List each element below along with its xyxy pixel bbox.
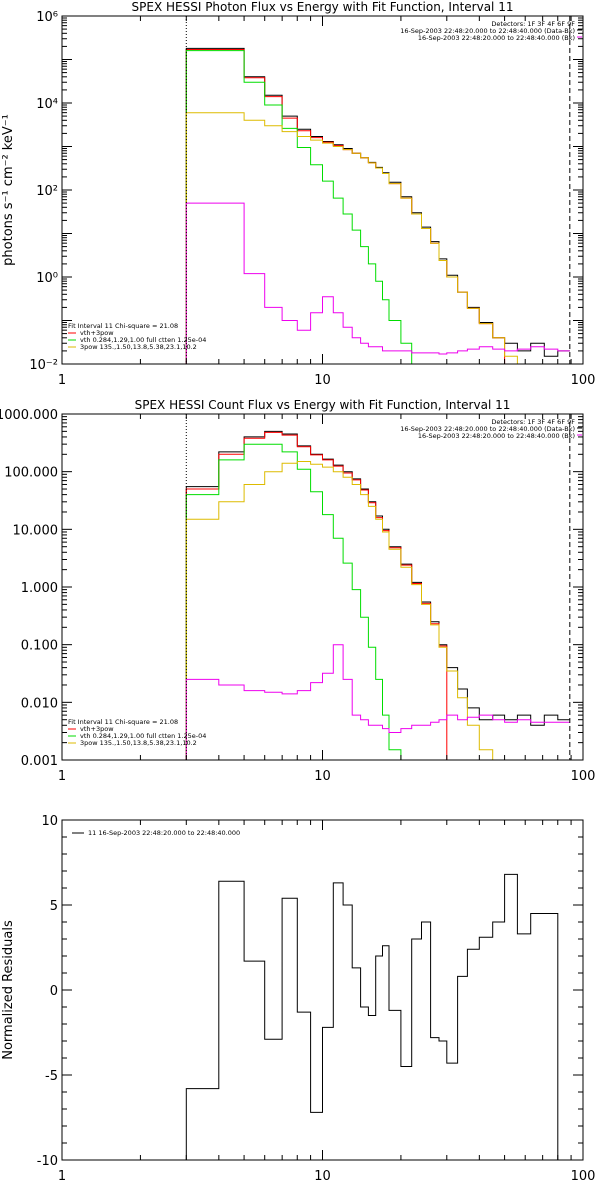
header-text: Detectors: 1F 3F 4F 6F 9F [491,418,575,426]
x-tick-label: 100 [571,373,596,388]
series-3pow-line [185,461,494,760]
y-tick-label: 10⁰ [36,271,58,286]
legend-text: vth+3pow [80,725,114,733]
y-axis-label: photons s⁻¹ cm⁻² keV⁻¹ [1,114,16,266]
y-tick-label: 1000.000 [0,408,58,423]
y-tick-label: 10 [41,814,58,829]
y-tick-label: 10² [36,184,58,199]
panel-2: SPEX HESSI Count Flux vs Energy with Fit… [0,398,595,784]
legend-text: vth 0.284,1.29,1.00 full ctten 1.25e-04 [80,336,206,344]
series-group [185,873,570,1160]
series-3pow-line [185,112,518,364]
y-tick-label: 1.000 [21,581,58,596]
chart-title: SPEX HESSI Photon Flux vs Energy with Fi… [132,0,514,14]
header-text: 16-Sep-2003 22:48:20.000 to 22:48:40.000… [400,425,575,433]
x-tick-label: 1 [58,373,66,388]
y-axis-label: Normalized Residuals [1,920,16,1060]
x-tick-label: 100 [571,769,596,784]
series-vth-line [185,50,422,364]
y-tick-label: -5 [45,1069,58,1084]
x-tick-label: 100 [571,1169,596,1184]
legend-text: 11 16-Sep-2003 22:48:20.000 to 22:48:40.… [88,829,240,837]
y-tick-label: 0 [50,984,58,999]
y-tick-label: 10.000 [13,523,59,538]
x-tick-label: 10 [314,1169,331,1184]
header-text: 16-Sep-2003 22:48:20.000 to 22:48:40.000… [400,27,575,35]
y-tick-label: 0.010 [21,696,58,711]
header-text: 16-Sep-2003 22:48:20.000 to 22:48:40.000… [418,34,575,42]
series-data-bk-line [185,430,570,760]
y-tick-label: 0.001 [21,754,58,769]
y-tick-label: 5 [50,899,58,914]
x-tick-label: 1 [58,769,66,784]
y-tick-label: 100.000 [4,466,58,481]
series-group [185,47,570,364]
legend-text: 3pow 135.,1.50,13.8,5.38,23.1,10.2 [80,343,197,351]
y-tick-label: -10 [37,1154,58,1169]
x-tick-label: 10 [314,769,331,784]
y-tick-label: 10⁴ [36,97,58,112]
panel-3: 1 10 100 -10 -5 0 5 10 Normalized Residuals 11 16… [1,814,595,1184]
y-tick-label: 10⁶ [36,10,58,25]
chart-title: SPEX HESSI Count Flux vs Energy with Fit… [135,398,511,412]
legend-text: 3pow 135.,1.50,13.8,5.38,23.1,10.2 [80,739,197,747]
series-bk-line [185,644,570,760]
legend-text: vth 0.284,1.29,1.00 full ctten 1.25e-04 [80,732,206,740]
panel-1: SPEX HESSI Photon Flux vs Energy with Fi… [1,0,595,388]
legend-text: Fit Interval 11 Chi-square = 21.08 [68,322,178,330]
series-vth-line [185,443,402,760]
y-tick-label: 10⁻² [29,358,58,373]
series-bk-line [185,202,570,364]
series-11-line [185,873,570,1160]
header-text: Detectors: 1F 3F 4F 6F 9F [491,20,575,28]
series-vth-3pow-line [185,49,506,364]
x-tick-label: 1 [58,1169,66,1184]
legend-text: Fit Interval 11 Chi-square = 21.08 [68,718,178,726]
legend-text: vth+3pow [80,329,114,337]
y-tick-label: 0.100 [21,639,58,654]
x-tick-label: 10 [314,373,331,388]
series-group [185,430,570,760]
series-vth-3pow-line [185,431,448,760]
header-text: 16-Sep-2003 22:48:20.000 to 22:48:40.000… [418,432,575,440]
